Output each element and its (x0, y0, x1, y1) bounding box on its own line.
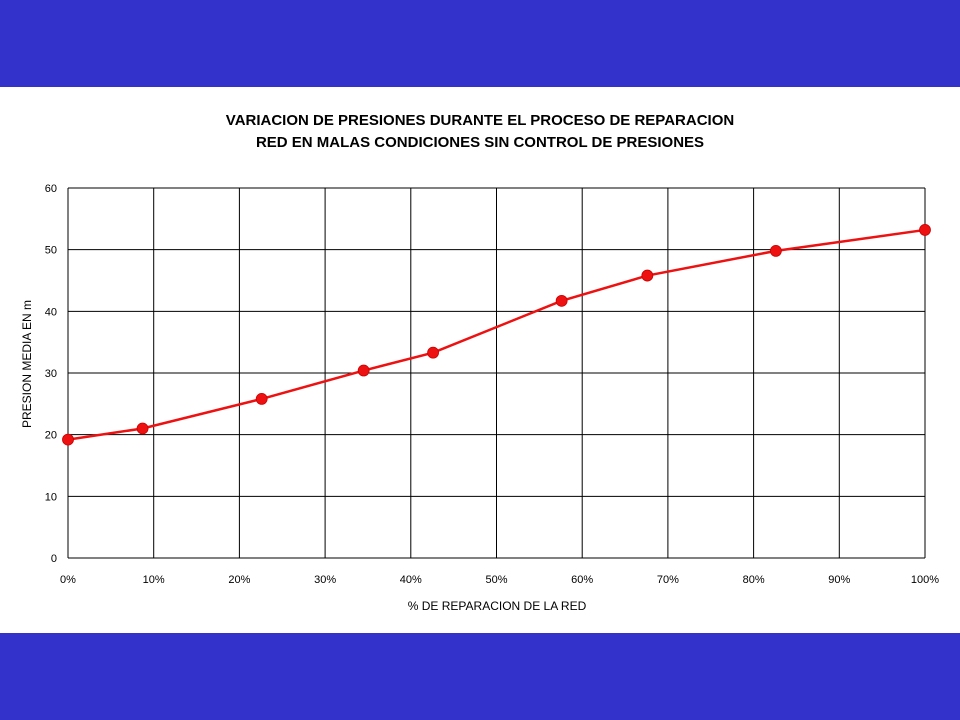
y-axis-ticks: 0 10 20 30 40 50 60 (45, 183, 57, 565)
slide-area: VARIACION DE PRESIONES DURANTE EL PROCES… (0, 87, 960, 633)
x-tick-label: 70% (657, 574, 679, 586)
data-point (357, 364, 370, 377)
y-tick-label: 0 (51, 553, 57, 565)
x-tick-label: 0% (60, 574, 76, 586)
y-tick-label: 30 (45, 368, 57, 380)
x-tick-label: 20% (228, 574, 250, 586)
data-point (136, 422, 149, 435)
x-tick-label: 40% (400, 574, 422, 586)
y-tick-label: 20 (45, 430, 57, 442)
series-layer (62, 224, 931, 446)
bottom-band (0, 633, 960, 720)
chart-title-line-1: VARIACION DE PRESIONES DURANTE EL PROCES… (226, 112, 734, 129)
data-point (555, 294, 568, 307)
data-point (641, 269, 654, 282)
x-axis-label: % DE REPARACION DE LA RED (408, 599, 587, 613)
x-tick-label: 80% (743, 574, 765, 586)
y-tick-label: 10 (45, 491, 57, 503)
x-tick-label: 10% (143, 574, 165, 586)
x-tick-label: 90% (828, 574, 850, 586)
top-band (0, 0, 960, 87)
x-tick-label: 50% (485, 574, 507, 586)
y-axis-label: PRESION MEDIA EN m (20, 300, 34, 428)
x-tick-label: 30% (314, 574, 336, 586)
y-tick-label: 50 (45, 245, 57, 257)
x-axis-ticks: 0% 10% 20% 30% 40% 50% 60% 70% 80% 90% 100% (60, 574, 939, 586)
data-point (62, 433, 74, 446)
line-chart: VARIACION DE PRESIONES DURANTE EL PROCES… (20, 112, 939, 613)
grid (67, 187, 926, 559)
x-tick-label: 60% (571, 574, 593, 586)
y-tick-label: 60 (45, 183, 57, 195)
data-point (769, 244, 782, 257)
chart-title-line-2: RED EN MALAS CONDICIONES SIN CONTROL DE … (256, 134, 704, 151)
data-point (427, 346, 439, 359)
data-point (255, 392, 268, 405)
x-tick-label: 100% (911, 574, 939, 586)
y-tick-label: 40 (45, 306, 57, 318)
data-point (919, 224, 931, 236)
